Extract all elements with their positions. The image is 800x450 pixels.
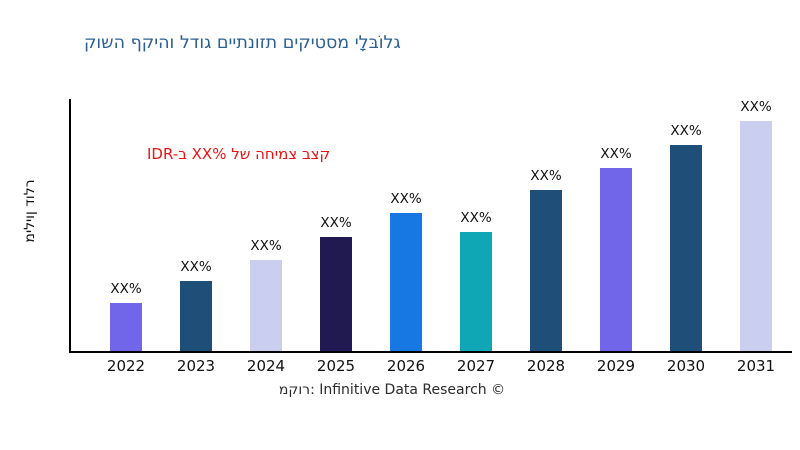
x-tick-label-2026: 2026 <box>386 357 426 375</box>
bar-value-label-2026: XX% <box>390 191 422 207</box>
bar-2029 <box>600 168 632 351</box>
bar-2022 <box>110 303 142 351</box>
bar-value-label-2024: XX% <box>250 238 282 254</box>
chart-title: קושה ףקיהו לדוג םייתנוזת םיקיטסמ ילָבּוֹ… <box>84 33 401 53</box>
x-tick-label-2022: 2022 <box>106 357 146 375</box>
bar-2026 <box>390 213 422 351</box>
x-tick-label-2025: 2025 <box>316 357 356 375</box>
bar-2023 <box>180 281 212 351</box>
x-tick-label-2030: 2030 <box>666 357 706 375</box>
bar-2028 <box>530 190 562 351</box>
x-tick-label-2029: 2029 <box>596 357 636 375</box>
bar-2027 <box>460 232 492 351</box>
bar-value-label-2031: XX% <box>740 99 772 115</box>
bar-value-label-2023: XX% <box>180 259 212 275</box>
bar-2031 <box>740 121 772 351</box>
x-tick-label-2028: 2028 <box>526 357 566 375</box>
bar-value-label-2030: XX% <box>670 123 702 139</box>
y-axis-label: מיליון דולר <box>22 179 38 243</box>
bar-2025 <box>320 237 352 351</box>
y-axis-line <box>69 99 71 352</box>
x-tick-label-2027: 2027 <box>456 357 496 375</box>
growth-rate-annotation: IDR-ב XX% לש החימצ בצק <box>147 145 331 163</box>
source-footer: מקור: Infinitive Data Research © <box>278 382 506 398</box>
x-tick-label-2031: 2031 <box>736 357 776 375</box>
bar-value-label-2022: XX% <box>110 281 142 297</box>
x-tick-label-2023: 2023 <box>176 357 216 375</box>
bar-2024 <box>250 260 282 351</box>
x-tick-label-2024: 2024 <box>246 357 286 375</box>
bar-value-label-2025: XX% <box>320 215 352 231</box>
bar-value-label-2029: XX% <box>600 146 632 162</box>
bar-value-label-2028: XX% <box>530 168 562 184</box>
x-axis-line <box>69 351 792 353</box>
bar-value-label-2027: XX% <box>460 210 492 226</box>
bar-2030 <box>670 145 702 351</box>
